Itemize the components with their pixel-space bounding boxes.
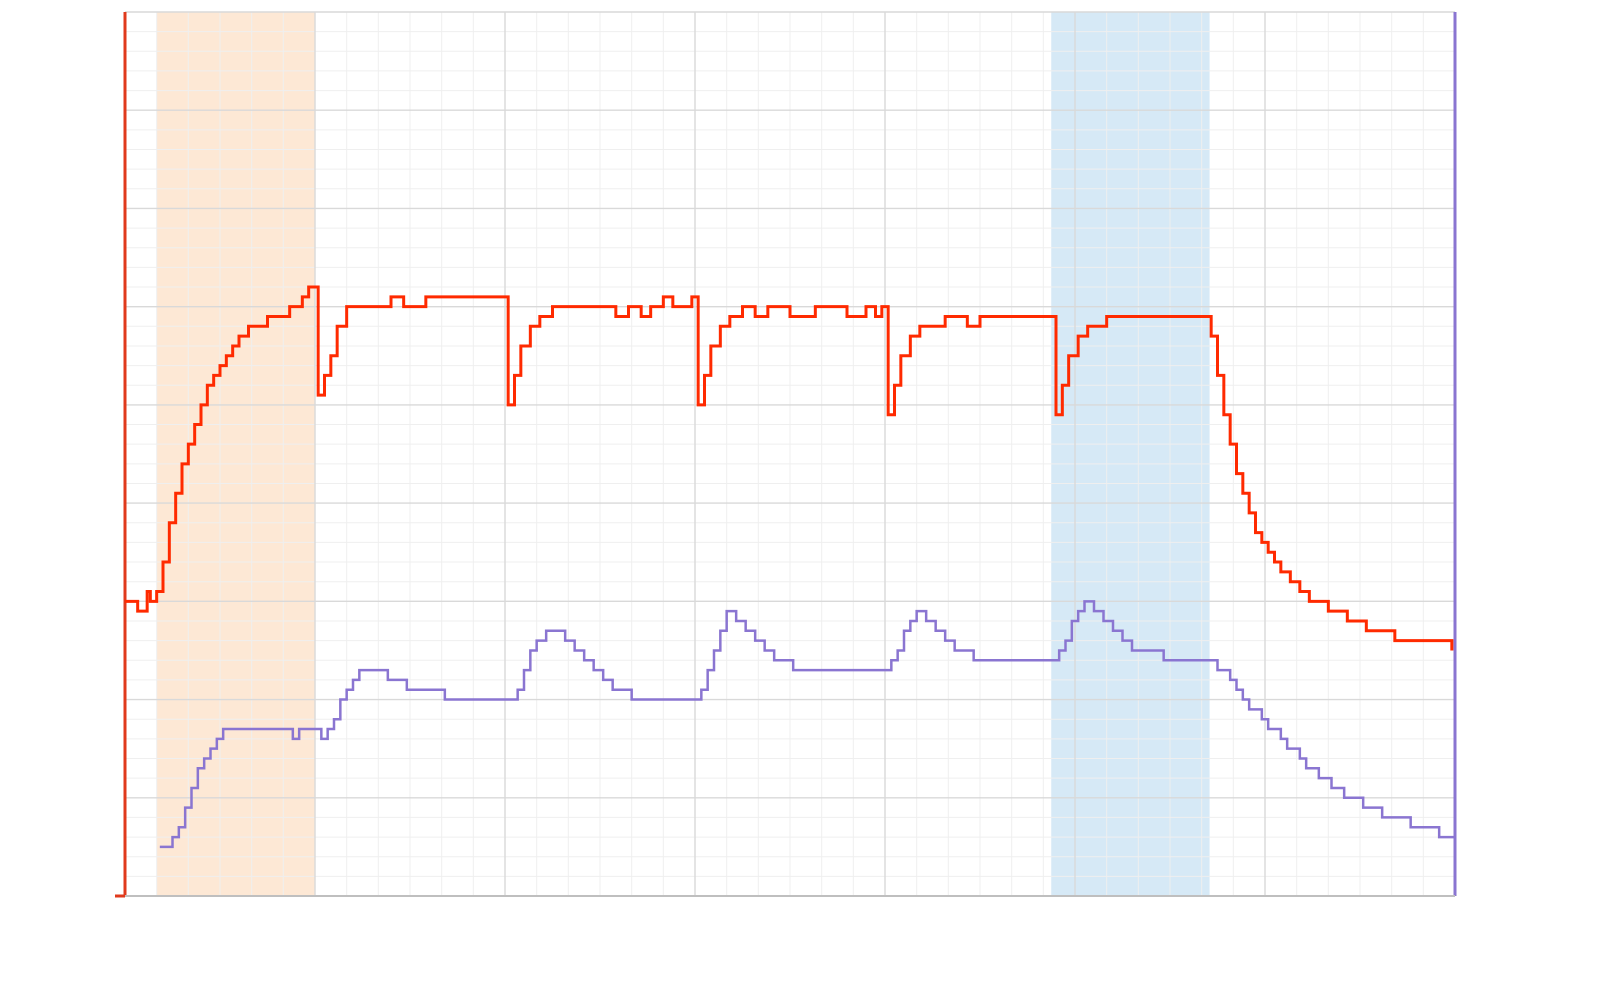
highlight-band — [157, 12, 315, 896]
chart-svg — [0, 0, 1600, 998]
chart-container — [0, 0, 1600, 998]
